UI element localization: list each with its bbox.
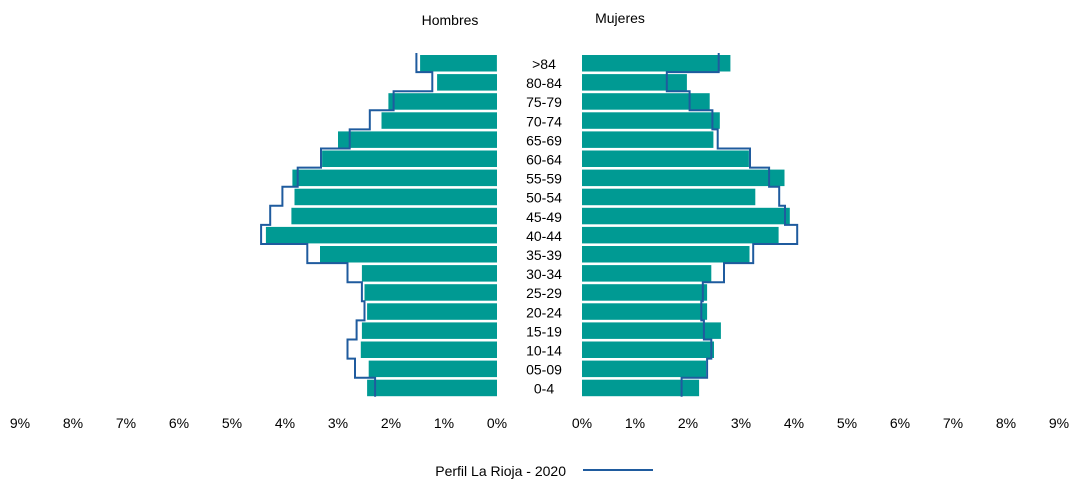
panel-title-hombres: Hombres	[422, 12, 479, 28]
bar-left-7	[292, 169, 497, 187]
bar-right-5	[582, 131, 714, 148]
bar-left-14	[367, 303, 497, 320]
bar-right-8	[582, 188, 756, 206]
legend-label: Perfil La Rioja - 2020	[435, 463, 566, 479]
category-label-6: 60-64	[526, 152, 562, 168]
bar-left-6	[322, 150, 497, 167]
category-label-5: 65-69	[526, 132, 562, 148]
outline-right	[665, 53, 799, 397]
bar-left-2	[437, 74, 497, 91]
legend: Perfil La Rioja - 2020	[435, 463, 653, 479]
tick-right-5: 4%	[784, 415, 804, 431]
tick-left-8: 2%	[381, 415, 401, 431]
bar-right-10	[582, 226, 779, 244]
tick-left-3: 7%	[116, 415, 136, 431]
bar-right-4	[582, 112, 720, 129]
bar-left-15	[361, 322, 497, 339]
bar-left-1	[420, 55, 497, 72]
category-label-17: 05-09	[526, 362, 562, 378]
category-label-16: 10-14	[526, 343, 562, 359]
tick-left-6: 4%	[275, 415, 295, 431]
tick-right-3: 2%	[678, 415, 698, 431]
bar-left-10	[265, 226, 497, 244]
category-label-14: 20-24	[526, 304, 562, 320]
category-label-7: 55-59	[526, 171, 562, 187]
tick-left-9: 1%	[434, 415, 454, 431]
category-label-15: 15-19	[526, 323, 562, 339]
category-label-8: 50-54	[526, 190, 562, 206]
bar-right-13	[582, 284, 708, 301]
tick-right-7: 6%	[890, 415, 910, 431]
tick-left-7: 3%	[328, 415, 348, 431]
bar-left-17	[368, 360, 497, 378]
panel-title-mujeres: Mujeres	[595, 10, 645, 26]
bar-right-7	[582, 169, 785, 187]
tick-left-2: 8%	[63, 415, 83, 431]
category-label-9: 45-49	[526, 209, 562, 225]
tick-right-6: 5%	[837, 415, 857, 431]
bar-left-8	[294, 188, 497, 206]
bar-left-16	[360, 341, 497, 358]
category-label-2: 80-84	[526, 75, 562, 91]
bar-left-5	[338, 131, 497, 148]
bar-right-14	[582, 303, 708, 320]
bar-right-18	[582, 379, 700, 397]
bar-left-18	[367, 379, 497, 397]
bars-group	[265, 55, 790, 397]
tick-right-8: 7%	[943, 415, 963, 431]
bar-right-12	[582, 265, 712, 282]
outline-left	[260, 53, 434, 397]
age-category-labels: >84 80-84 75-79 70-74 65-69 60-64 55-59 50-54 45…	[526, 56, 562, 397]
bar-right-9	[582, 207, 790, 225]
category-label-13: 25-29	[526, 285, 562, 301]
bar-left-4	[381, 112, 497, 129]
category-label-1: >84	[532, 56, 556, 72]
tick-left-10: 0%	[487, 415, 507, 431]
bar-right-6	[582, 150, 749, 167]
tick-right-4: 3%	[731, 415, 751, 431]
bar-right-3	[582, 93, 710, 110]
x-axis-ticks: 9% 8% 7% 6% 5% 4% 3% 2% 1% 0% 0% 1% 2% 3% 4% 5% 6% 7% 8% 9%	[10, 415, 1069, 431]
category-label-12: 30-34	[526, 266, 562, 282]
bar-right-15	[582, 322, 721, 339]
outline-group	[260, 53, 799, 397]
bar-left-9	[291, 207, 497, 225]
bar-left-3	[388, 93, 497, 110]
bar-right-17	[582, 360, 706, 378]
category-label-18: 0-4	[534, 381, 554, 397]
tick-right-1: 0%	[572, 415, 592, 431]
category-label-10: 40-44	[526, 228, 562, 244]
bar-left-12	[361, 265, 497, 282]
bar-left-11	[320, 246, 497, 263]
bar-right-1	[582, 55, 731, 72]
tick-left-1: 9%	[10, 415, 30, 431]
tick-right-10: 9%	[1049, 415, 1069, 431]
category-label-4: 70-74	[526, 113, 562, 129]
bar-right-2	[582, 74, 687, 91]
category-label-11: 35-39	[526, 247, 562, 263]
bar-right-11	[582, 246, 750, 263]
tick-left-5: 5%	[222, 415, 242, 431]
tick-right-2: 1%	[625, 415, 645, 431]
bar-left-13	[364, 284, 497, 301]
category-label-3: 75-79	[526, 94, 562, 110]
tick-left-4: 6%	[169, 415, 189, 431]
tick-right-9: 8%	[996, 415, 1016, 431]
bar-right-16	[582, 341, 714, 358]
